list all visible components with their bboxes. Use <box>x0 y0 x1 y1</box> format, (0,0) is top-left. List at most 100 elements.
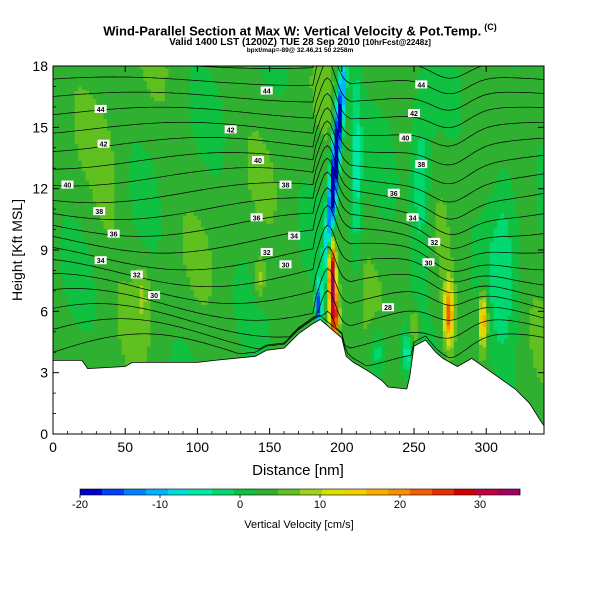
velocity-cell <box>154 145 159 151</box>
velocity-cell <box>190 117 195 122</box>
velocity-cell <box>136 182 141 188</box>
velocity-cell <box>146 190 152 196</box>
velocity-cell <box>284 113 289 118</box>
velocity-cell <box>114 342 119 348</box>
velocity-cell <box>136 247 141 253</box>
velocity-cell <box>229 231 235 237</box>
velocity-cell <box>125 336 130 342</box>
velocity-cell <box>53 172 58 177</box>
velocity-cell <box>89 347 94 353</box>
velocity-cell <box>284 309 289 315</box>
velocity-cell <box>201 239 206 244</box>
velocity-cell <box>193 198 199 204</box>
velocity-cell <box>154 198 159 204</box>
velocity-cell <box>193 284 199 290</box>
velocity-cell <box>284 203 289 208</box>
velocity-cell <box>172 72 177 77</box>
velocity-cell <box>99 339 105 344</box>
velocity-cell <box>125 349 130 354</box>
velocity-cell <box>78 82 83 88</box>
velocity-cell <box>244 79 249 84</box>
velocity-cell <box>103 314 108 320</box>
velocity-cell <box>208 131 213 137</box>
velocity-cell <box>255 326 260 332</box>
velocity-cell <box>215 143 220 149</box>
velocity-cell <box>244 120 249 125</box>
velocity-cell <box>186 350 191 355</box>
velocity-cell <box>251 90 256 96</box>
velocity-cell <box>204 271 209 277</box>
velocity-cell <box>132 104 137 110</box>
velocity-cell <box>125 312 130 318</box>
velocity-cell <box>226 134 231 139</box>
velocity-cell <box>107 318 112 324</box>
velocity-cell <box>186 104 191 110</box>
velocity-cell <box>154 264 159 269</box>
velocity-cell <box>157 162 162 167</box>
velocity-cell <box>175 243 180 249</box>
velocity-cell <box>211 70 217 75</box>
plot-area: 4444444242424040403838383636363434343232… <box>53 66 544 434</box>
velocity-cell <box>229 260 235 266</box>
velocity-cell <box>74 258 79 263</box>
velocity-cell <box>193 66 199 69</box>
velocity-cell <box>276 197 282 203</box>
velocity-cell <box>273 157 278 162</box>
velocity-cell <box>172 170 177 175</box>
velocity-cell <box>89 123 94 128</box>
velocity-cell <box>219 147 224 152</box>
velocity-cell <box>244 271 249 277</box>
velocity-cell <box>114 354 119 360</box>
velocity-cell <box>81 170 87 176</box>
velocity-cell <box>71 290 76 296</box>
velocity-cell <box>164 133 170 139</box>
velocity-cell <box>175 178 180 184</box>
velocity-cell <box>92 126 97 132</box>
velocity-cell <box>121 100 126 106</box>
velocity-cell <box>262 204 267 210</box>
velocity-cell <box>146 166 152 171</box>
velocity-cell <box>78 78 83 83</box>
velocity-cell <box>146 268 152 274</box>
velocity-cell <box>226 228 231 233</box>
velocity-cell <box>103 269 108 275</box>
velocity-cell <box>175 145 180 151</box>
velocity-cell <box>291 93 296 99</box>
velocity-cell <box>92 343 97 349</box>
velocity-cell <box>229 162 235 168</box>
velocity-cell <box>186 321 191 327</box>
velocity-cell <box>154 211 159 216</box>
velocity-cell <box>193 288 199 294</box>
velocity-cell <box>201 124 206 130</box>
velocity-cell <box>150 284 155 290</box>
velocity-cell <box>85 69 90 75</box>
velocity-cell <box>233 157 238 163</box>
velocity-cell <box>222 93 227 99</box>
velocity-cell <box>269 96 274 101</box>
velocity-cell <box>222 318 227 324</box>
velocity-cell <box>219 204 224 210</box>
velocity-cell <box>182 256 188 261</box>
velocity-cell <box>78 352 83 357</box>
velocity-cell <box>208 242 213 248</box>
velocity-cell <box>219 249 224 255</box>
velocity-cell <box>269 141 274 146</box>
velocity-cell <box>132 174 137 180</box>
velocity-cell <box>121 350 126 355</box>
velocity-cell <box>291 294 296 299</box>
velocity-cell <box>182 219 188 225</box>
velocity-cell <box>157 239 162 245</box>
velocity-cell <box>280 250 285 255</box>
velocity-cell <box>208 91 213 96</box>
velocity-cell <box>107 73 112 78</box>
velocity-cell <box>291 159 296 164</box>
velocity-cell <box>280 209 285 215</box>
velocity-cell <box>60 82 65 88</box>
velocity-cell <box>222 285 227 291</box>
velocity-cell <box>81 223 87 229</box>
velocity-cell <box>164 158 170 163</box>
velocity-cell <box>251 221 256 227</box>
velocity-cell <box>262 77 267 83</box>
velocity-cell <box>60 344 65 349</box>
velocity-cell <box>56 160 61 165</box>
